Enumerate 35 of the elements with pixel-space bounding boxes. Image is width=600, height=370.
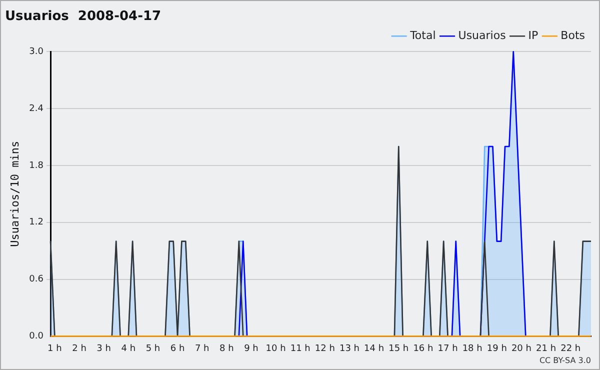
x-tick-label: 11 h	[290, 344, 310, 354]
x-tick-label: 20 h	[511, 344, 532, 354]
x-tick-label: 17 h	[438, 344, 458, 354]
y-tick-label: 0.0	[29, 332, 44, 342]
x-tick-label: 21 h	[536, 344, 556, 354]
x-tick-label: 2 h	[72, 344, 86, 354]
legend-label: Usuarios	[458, 28, 506, 42]
chart-title: Usuarios 2008-04-17	[5, 9, 162, 24]
x-tick-label: 13 h	[339, 344, 360, 354]
legend-label: Bots	[560, 28, 586, 42]
legend-label: Total	[409, 28, 436, 42]
x-tick-label: 1 h	[48, 344, 62, 354]
y-tick-label: 0.6	[29, 274, 44, 285]
y-tick-label: 1.2	[29, 218, 44, 228]
x-tick-label: 7 h	[194, 344, 210, 354]
y-tick-label: 2.4	[29, 104, 44, 114]
x-tick-label: 4 h	[121, 344, 136, 354]
legend-label: IP	[528, 28, 539, 42]
y-tick-label: 1.8	[29, 160, 44, 171]
text: CC BY-SA 3.0	[539, 356, 591, 366]
x-tick-label: 9 h	[244, 344, 258, 354]
x-tick-label: 12 h	[314, 344, 335, 354]
x-tick-label: 15 h	[388, 344, 409, 354]
x-tick-label: 5 h	[146, 344, 160, 354]
x-tick-label: 19 h	[486, 344, 507, 354]
x-tick-label: 14 h	[364, 344, 384, 354]
y-tick-label: 3.0	[29, 46, 44, 57]
x-tick-label: 16 h	[413, 344, 434, 354]
x-tick-label: 22 h	[560, 344, 581, 354]
y-axis-title: Usuarios/10 mins	[8, 140, 22, 247]
x-tick-label: 10 h	[266, 344, 286, 354]
x-tick-label: 8 h	[220, 344, 234, 354]
x-tick-label: 3 h	[96, 344, 111, 354]
x-tick-label: 18 h	[462, 344, 482, 354]
x-tick-label: 6 h	[170, 344, 185, 354]
